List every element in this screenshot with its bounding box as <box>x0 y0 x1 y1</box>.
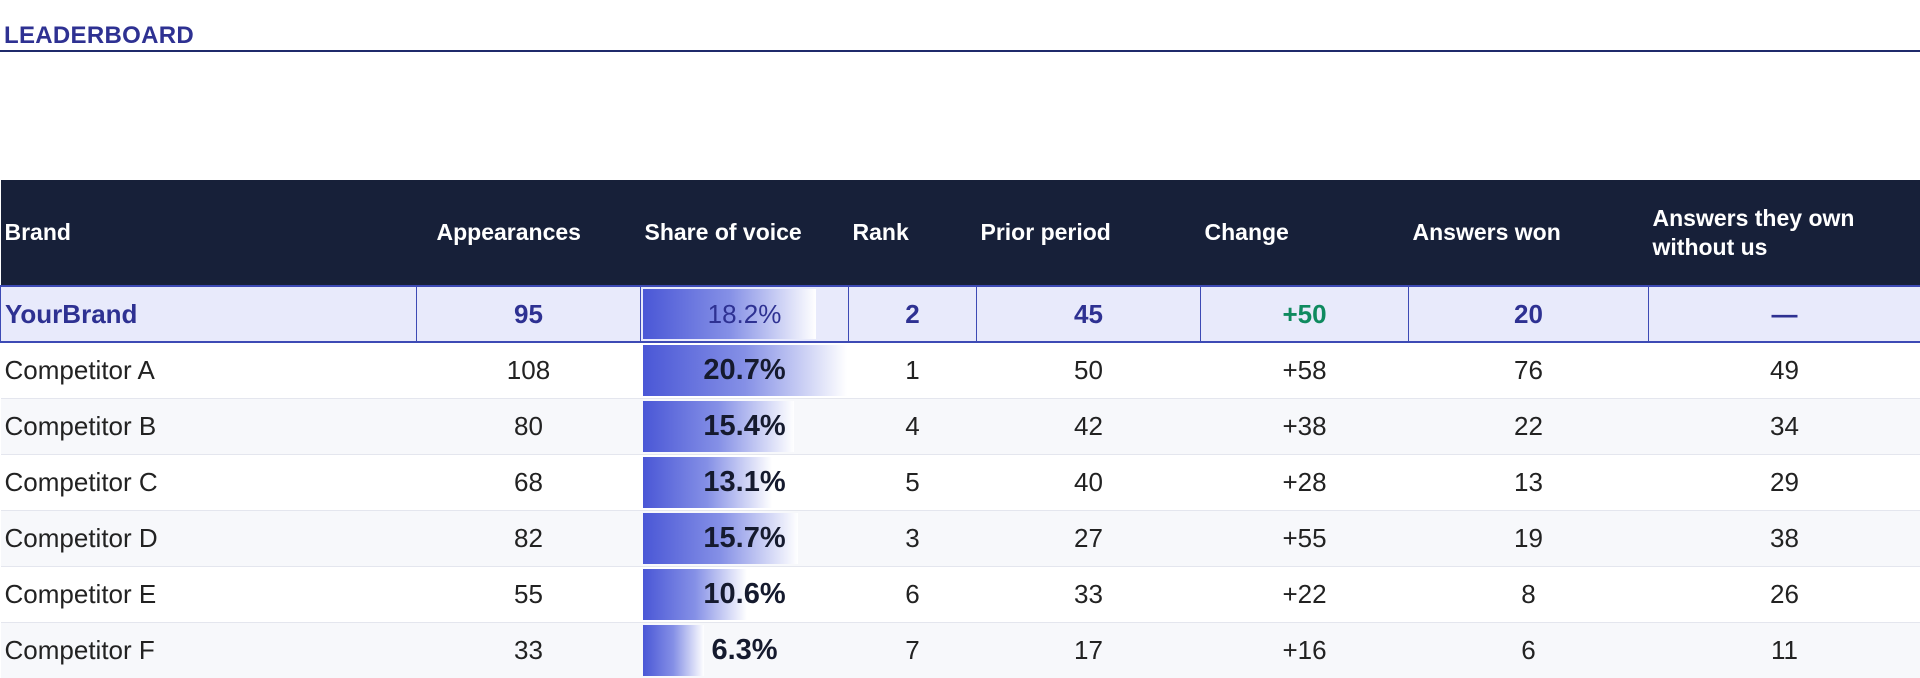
table-row[interactable]: Competitor F 33 6.3% 7 17 +16 6 11 <box>0 622 1920 678</box>
answers-won-cell: 22 <box>1408 398 1649 455</box>
answers-won-cell: 13 <box>1408 454 1649 511</box>
share-of-voice-value: 6.3% <box>711 633 778 666</box>
share-of-voice-cell: 15.4% <box>640 398 849 455</box>
column-header-share-of-voice[interactable]: Share of voice <box>644 219 802 245</box>
answers-they-own-cell: — <box>1648 285 1920 343</box>
rank-cell: 4 <box>848 398 977 455</box>
share-of-voice-cell: 10.6% <box>640 566 849 623</box>
answers-won-cell: 8 <box>1408 566 1649 623</box>
column-header-rank[interactable]: Rank <box>852 219 909 245</box>
share-of-voice-cell: 15.7% <box>640 510 849 567</box>
appearances-cell: 68 <box>416 454 641 511</box>
table-row[interactable]: Competitor C 68 13.1% 5 40 +28 13 29 <box>0 454 1920 511</box>
answers-they-own-cell: 38 <box>1648 510 1920 567</box>
appearances-cell: 80 <box>416 398 641 455</box>
page-title: LEADERBOARD <box>4 22 194 49</box>
title-bar: LEADERBOARD <box>0 0 1920 52</box>
change-cell: +50 <box>1200 285 1409 343</box>
prior-period-cell: 50 <box>976 342 1201 399</box>
brand-cell: Competitor B <box>0 398 417 455</box>
answers-won-cell: 20 <box>1408 285 1649 343</box>
brand-cell: YourBrand <box>0 285 417 343</box>
share-of-voice-bar <box>642 568 747 620</box>
prior-period-cell: 40 <box>976 454 1201 511</box>
prior-period-cell: 33 <box>976 566 1201 623</box>
change-cell: +38 <box>1200 398 1409 455</box>
answers-they-own-cell: 26 <box>1648 566 1920 623</box>
share-of-voice-cell: 13.1% <box>640 454 849 511</box>
rank-cell: 1 <box>848 342 977 399</box>
leaderboard-table: Brand Appearances Share of voice Rank Pr… <box>0 180 1920 678</box>
table-row[interactable]: Competitor D 82 15.7% 3 27 +55 19 38 <box>0 510 1920 567</box>
share-of-voice-cell: 6.3% <box>640 622 849 678</box>
share-of-voice-value: 13.1% <box>703 465 786 498</box>
rank-cell: 7 <box>848 622 977 678</box>
brand-cell: Competitor E <box>0 566 417 623</box>
share-of-voice-value: 18.2% <box>707 298 782 329</box>
appearances-cell: 95 <box>416 285 641 343</box>
change-cell: +16 <box>1200 622 1409 678</box>
rank-cell: 5 <box>848 454 977 511</box>
answers-they-own-cell: 34 <box>1648 398 1920 455</box>
answers-won-cell: 76 <box>1408 342 1649 399</box>
appearances-cell: 108 <box>416 342 641 399</box>
appearances-cell: 33 <box>416 622 641 678</box>
brand-cell: Competitor A <box>0 342 417 399</box>
rank-cell: 2 <box>848 285 977 343</box>
share-of-voice-bar <box>642 456 772 508</box>
answers-won-cell: 19 <box>1408 510 1649 567</box>
answers-won-cell: 6 <box>1408 622 1649 678</box>
column-header-brand[interactable]: Brand <box>4 219 71 245</box>
change-cell: +58 <box>1200 342 1409 399</box>
answers-they-own-cell: 49 <box>1648 342 1920 399</box>
share-of-voice-value: 10.6% <box>703 577 786 610</box>
appearances-cell: 55 <box>416 566 641 623</box>
share-of-voice-value: 15.7% <box>703 521 786 554</box>
appearances-cell: 82 <box>416 510 641 567</box>
change-cell: +28 <box>1200 454 1409 511</box>
brand-cell: Competitor D <box>0 510 417 567</box>
column-header-answers-they-own[interactable]: Answers they own without us <box>1652 204 1855 260</box>
rank-cell: 3 <box>848 510 977 567</box>
rank-cell: 6 <box>848 566 977 623</box>
change-cell: +22 <box>1200 566 1409 623</box>
table-row[interactable]: Competitor E 55 10.6% 6 33 +22 8 26 <box>0 566 1920 623</box>
share-of-voice-bar <box>642 512 798 564</box>
column-header-answers-won[interactable]: Answers won <box>1412 219 1561 245</box>
column-header-appearances[interactable]: Appearances <box>436 219 581 245</box>
share-of-voice-cell: 18.2% <box>640 285 849 343</box>
table-row-yourbrand[interactable]: YourBrand 95 18.2% 2 45 +50 20 — <box>0 285 1920 343</box>
brand-cell: Competitor C <box>0 454 417 511</box>
share-of-voice-bar <box>642 400 794 452</box>
table-row[interactable]: Competitor B 80 15.4% 4 42 +38 22 34 <box>0 398 1920 455</box>
prior-period-cell: 17 <box>976 622 1201 678</box>
prior-period-cell: 42 <box>976 398 1201 455</box>
table-header-row: Brand Appearances Share of voice Rank Pr… <box>0 180 1920 286</box>
share-of-voice-cell: 20.7% <box>640 342 849 399</box>
column-header-prior-period[interactable]: Prior period <box>980 219 1111 245</box>
change-cell: +55 <box>1200 510 1409 567</box>
share-of-voice-value: 15.4% <box>703 409 786 442</box>
brand-cell: Competitor F <box>0 622 417 678</box>
prior-period-cell: 45 <box>976 285 1201 343</box>
prior-period-cell: 27 <box>976 510 1201 567</box>
share-of-voice-bar <box>643 289 816 339</box>
answers-they-own-cell: 29 <box>1648 454 1920 511</box>
share-of-voice-value: 20.7% <box>703 353 786 386</box>
share-of-voice-bar <box>642 624 704 676</box>
table-row[interactable]: Competitor A 108 20.7% 1 50 +58 76 49 <box>0 342 1920 399</box>
share-of-voice-bar <box>642 345 847 396</box>
column-header-change[interactable]: Change <box>1204 219 1289 245</box>
answers-they-own-cell: 11 <box>1648 622 1920 678</box>
